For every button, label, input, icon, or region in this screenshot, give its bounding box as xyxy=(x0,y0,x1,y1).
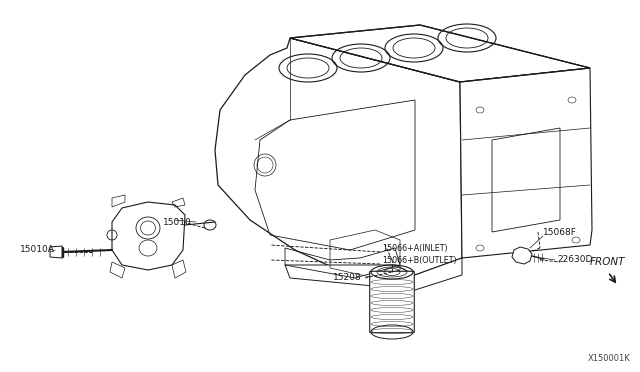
Text: FRONT: FRONT xyxy=(590,257,625,267)
Polygon shape xyxy=(285,258,462,290)
Polygon shape xyxy=(215,38,462,280)
Polygon shape xyxy=(460,68,592,258)
Polygon shape xyxy=(512,247,532,264)
FancyBboxPatch shape xyxy=(370,271,414,333)
Polygon shape xyxy=(290,25,590,82)
Text: 22630D: 22630D xyxy=(557,256,593,264)
Text: 15066+A(INLET): 15066+A(INLET) xyxy=(382,244,447,253)
Text: 15010: 15010 xyxy=(163,218,192,227)
Polygon shape xyxy=(50,246,62,258)
Text: 15010A: 15010A xyxy=(20,246,55,254)
Text: 15068F: 15068F xyxy=(543,228,577,237)
Polygon shape xyxy=(112,202,185,270)
Text: X150001K: X150001K xyxy=(588,354,630,363)
Text: 15208: 15208 xyxy=(333,273,362,282)
Text: 15066+B(OUTLET): 15066+B(OUTLET) xyxy=(382,256,456,264)
